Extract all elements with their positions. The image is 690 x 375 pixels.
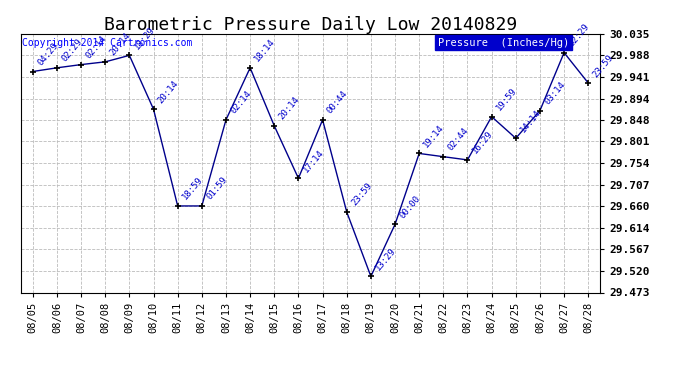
Text: 20:14: 20:14 [157,79,181,105]
Text: 02:14: 02:14 [84,34,108,60]
Text: 00:44: 00:44 [326,89,350,116]
Text: 18:14: 18:14 [253,37,277,64]
Text: 23:59: 23:59 [591,53,615,79]
Text: 00:00: 00:00 [398,194,422,220]
Text: 19:14: 19:14 [422,123,446,149]
Text: 20:14: 20:14 [108,31,132,58]
Text: 02:14: 02:14 [229,89,253,116]
Text: Pressure  (Inches/Hg): Pressure (Inches/Hg) [438,38,569,48]
Text: 02:44: 02:44 [446,126,471,153]
Text: 04:29: 04:29 [36,41,60,68]
Text: 18:59: 18:59 [181,176,205,202]
Text: 14:14: 14:14 [519,108,543,134]
Text: 16:29: 16:29 [471,129,495,156]
Text: 13:29: 13:29 [374,246,398,272]
Text: Copyright 2014 Cartronics.com: Copyright 2014 Cartronics.com [22,38,193,48]
Text: 17:14: 17:14 [302,148,326,174]
Text: 02:29: 02:29 [60,37,84,64]
Text: 23:59: 23:59 [350,182,374,208]
Text: 02:29: 02:29 [567,22,591,48]
Title: Barometric Pressure Daily Low 20140829: Barometric Pressure Daily Low 20140829 [104,16,517,34]
Text: 19:59: 19:59 [495,86,519,112]
Text: 03:14: 03:14 [543,80,567,106]
Text: 18:29: 18:29 [132,25,157,51]
Text: 20:14: 20:14 [277,95,302,122]
Text: 01:59: 01:59 [205,176,229,202]
